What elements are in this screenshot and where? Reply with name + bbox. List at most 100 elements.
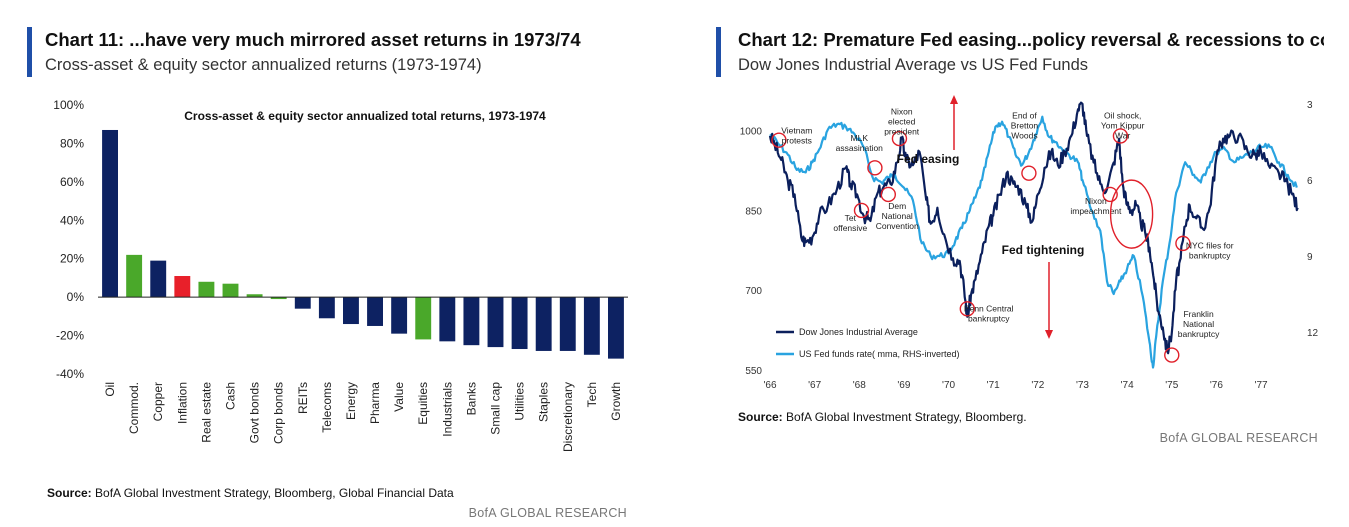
bar-equities: [415, 297, 432, 340]
bar-telecoms: [318, 297, 335, 319]
bar-tech: [583, 297, 600, 355]
bar-staples: [535, 297, 552, 351]
x-tick-label: '70: [942, 380, 955, 391]
chart12-accent-bar: [716, 27, 721, 77]
fed-easing-label: Fed easing: [897, 152, 960, 166]
event-circle: [853, 202, 870, 219]
bar-chart-title: Cross-asset & equity sector annualized t…: [184, 109, 546, 123]
chart12-title: Chart 12: Premature Fed easing...policy …: [738, 29, 1324, 50]
chart12-subtitle: Dow Jones Industrial Average vs US Fed F…: [738, 56, 1089, 74]
x-category-label: Staples: [537, 382, 551, 422]
bar-utilities: [511, 297, 528, 350]
y-right-tick-label: 12: [1307, 328, 1319, 339]
x-tick-label: '73: [1076, 380, 1089, 391]
bar-industrials: [439, 297, 456, 342]
x-category-label: Equities: [416, 382, 430, 425]
y-left-tick-label: 850: [745, 206, 762, 217]
x-tick-label: '69: [897, 380, 910, 391]
event-annotation: Oil shock, Yom Kippur War: [1101, 110, 1145, 140]
x-tick-label: '75: [1165, 380, 1178, 391]
event-circle: [1175, 235, 1191, 252]
event-annotation: MLK assasination: [836, 133, 884, 153]
bar-copper: [150, 260, 167, 298]
event-circle: [1102, 186, 1118, 203]
y-tick-label: 80%: [60, 136, 84, 150]
y-right-tick-label: 6: [1307, 176, 1313, 187]
event-circle: [1021, 165, 1037, 181]
x-tick-label: '66: [763, 380, 776, 391]
chart11-title: Chart 11: ...have very much mirrored ass…: [45, 29, 581, 50]
chart11-brand: BofA GLOBAL RESEARCH: [468, 506, 627, 520]
event-annotation: End of Bretton Woods: [1011, 110, 1039, 140]
x-category-label: Tech: [585, 382, 599, 407]
bar-cash: [222, 283, 239, 298]
y-tick-label: 40%: [60, 213, 84, 227]
event-circle: [867, 160, 883, 176]
x-category-label: Copper: [151, 382, 165, 421]
chart11-accent-bar: [27, 27, 32, 77]
event-circle: [771, 132, 787, 148]
x-category-label: Oil: [103, 382, 117, 397]
bar-pharma: [367, 297, 383, 326]
chart12-source-text: BofA Global Investment Strategy, Bloombe…: [786, 410, 1027, 424]
bar-growth: [608, 297, 624, 359]
event-annotation: Vietnam protests: [781, 125, 812, 145]
y-tick-label: -40%: [56, 367, 84, 381]
chart12-source-label: Source:: [738, 410, 783, 424]
y-tick-label: 60%: [60, 175, 84, 189]
x-category-label: Pharma: [368, 382, 382, 424]
event-circle: [1164, 347, 1180, 363]
y-tick-label: 100%: [53, 98, 84, 112]
event-annotation: Tet offensive: [833, 213, 867, 233]
bar-reits: [294, 297, 311, 309]
event-annotation: Nixon impeachment: [1070, 196, 1122, 216]
bar-energy: [343, 297, 359, 325]
x-category-label: Inflation: [175, 382, 189, 424]
bar-real-estate: [198, 281, 215, 298]
event-circle: [1112, 128, 1129, 144]
y-left-tick-label: 550: [745, 366, 762, 377]
chart12-source: Source: BofA Global Investment Strategy,…: [738, 410, 1027, 424]
fed-funds-line: [769, 115, 1298, 369]
y-right-tick-label: 9: [1307, 252, 1313, 263]
x-category-label: Growth: [609, 382, 623, 421]
x-category-label: REITs: [296, 382, 310, 414]
bar-banks: [463, 297, 480, 346]
x-category-label: Banks: [464, 382, 478, 415]
dow-jones-line: [768, 101, 1299, 355]
event-annotation: Nixon elected president: [884, 107, 920, 137]
chart11-bar-chart: 100% 80% 60% 40% 20% 0% -20% -40% Cross-asset & …: [53, 98, 628, 452]
x-category-label: Small cap: [489, 382, 503, 435]
event-annotation: Penn Central bankruptcy: [964, 303, 1014, 323]
x-category-label: Value: [392, 382, 406, 412]
x-category-label: Cash: [224, 382, 238, 410]
up-arrow-head: [950, 95, 958, 104]
x-category-label: Utilities: [513, 382, 527, 421]
x-category-label: Discretionary: [561, 382, 575, 452]
x-category-label: Energy: [344, 382, 358, 420]
y-left-tick-label: 700: [745, 286, 762, 297]
y-left-tick-label: 1000: [740, 127, 763, 138]
x-category-label: Corp bonds: [272, 382, 286, 444]
bar-discretionary: [559, 297, 576, 351]
fed-tightening-label: Fed tightening: [1002, 243, 1085, 257]
bar-commod-: [126, 254, 143, 298]
x-tick-label: '71: [987, 380, 1000, 391]
x-tick-label: '74: [1121, 380, 1134, 391]
legend-fed-label: US Fed funds rate( mma, RHS-inverted): [799, 349, 960, 359]
bar-oil: [102, 129, 118, 298]
chart11-panel: Chart 11: ...have very much mirrored ass…: [0, 0, 660, 527]
down-arrow-head: [1045, 330, 1053, 339]
x-category-label: Govt bonds: [248, 382, 262, 443]
event-circle: [959, 301, 976, 317]
chart11-source-label: Source:: [47, 486, 92, 500]
x-category-label: Telecoms: [320, 382, 334, 433]
x-tick-label: '68: [853, 380, 866, 391]
x-category-label: Real estate: [199, 382, 213, 443]
y-tick-label: 20%: [60, 252, 84, 266]
chart11-source-text: BofA Global Investment Strategy, Bloombe…: [95, 486, 454, 500]
x-category-label: Commod.: [127, 382, 141, 434]
bar-value: [391, 297, 408, 334]
x-tick-label: '67: [808, 380, 821, 391]
y-tick-label: 0%: [67, 290, 85, 304]
